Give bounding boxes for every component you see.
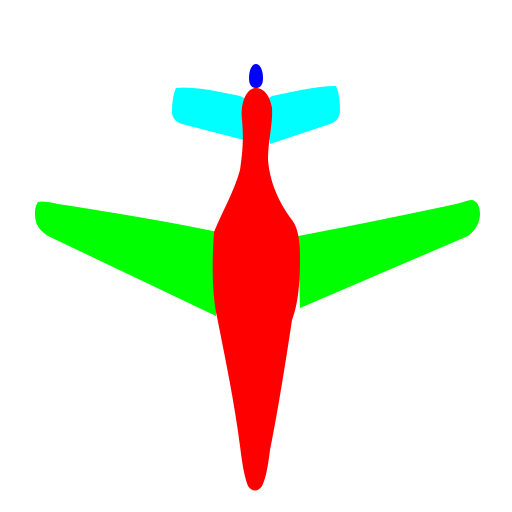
tail-right-stabilizer [266, 86, 340, 144]
wings-segment [34, 200, 480, 316]
fuselage-body [212, 88, 300, 491]
tip-segment [249, 64, 263, 88]
tail-left-stabilizer [172, 87, 248, 140]
left-wing [34, 201, 219, 316]
fuselage-segment [212, 88, 300, 491]
tail-segment [172, 86, 340, 144]
tail-fin-tip [249, 64, 263, 88]
right-wing [298, 200, 480, 308]
